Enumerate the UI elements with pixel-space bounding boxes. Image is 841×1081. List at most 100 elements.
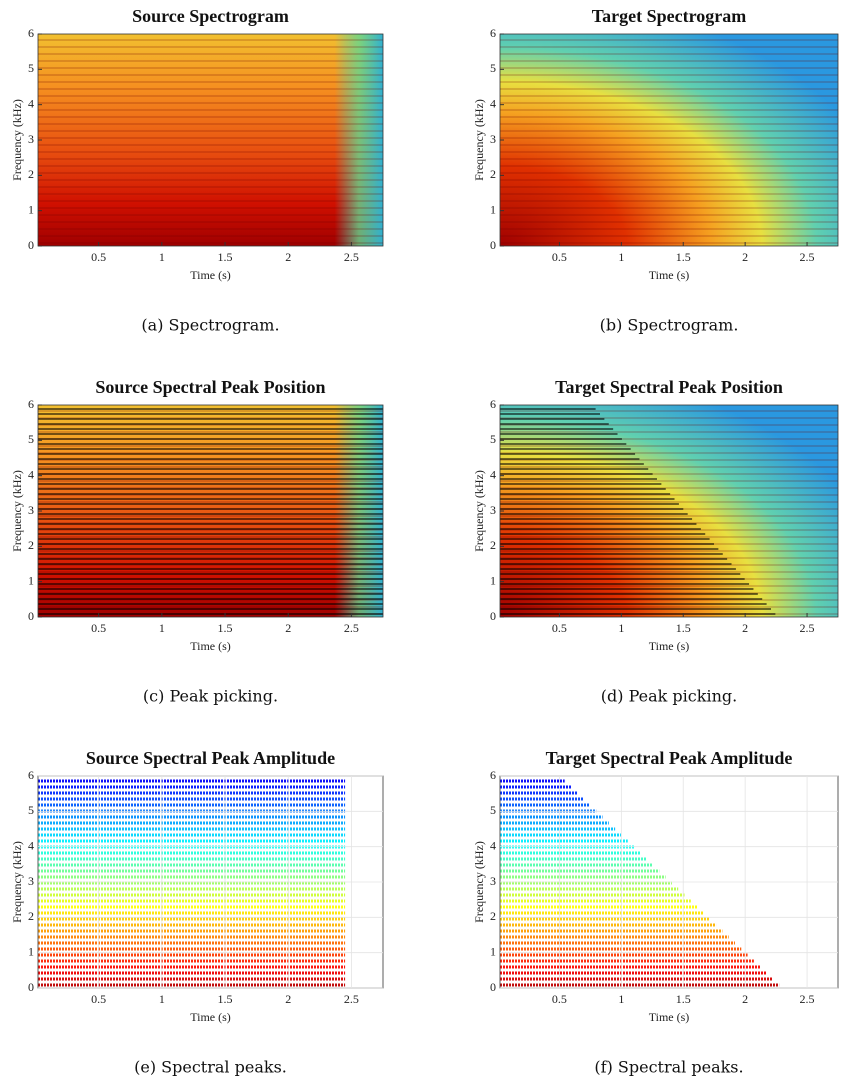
x-axis-label: Time (s) [649,1010,690,1024]
y-axis-label: Frequency (kHz) [10,99,24,181]
spectrogram-edge [334,405,383,617]
caption: (c) Peak picking. [143,687,278,706]
chart-title: Source Spectrogram [132,6,289,26]
y-tick-label: 4 [28,96,34,110]
panel: 0.5 1 1.5 2 2.5 0 1 2 3 4 5 6 Target Spectral Peak P… [472,377,839,706]
y-tick-label: 1 [28,202,34,216]
y-tick-label: 3 [490,503,496,517]
x-tick-label: 1.5 [676,250,691,264]
x-tick-label: 0.5 [91,992,106,1006]
x-tick-label: 1.5 [676,621,691,635]
y-tick-label: 1 [490,573,496,587]
y-tick-label: 2 [490,538,496,552]
y-tick-label: 6 [490,26,496,40]
x-tick-label: 2 [742,992,748,1006]
y-tick-label: 6 [28,397,34,411]
caption: (a) Spectrogram. [141,316,279,335]
x-tick-label: 1.5 [218,250,233,264]
y-tick-label: 4 [490,838,496,852]
x-tick-label: 2 [285,992,291,1006]
x-axis-label: Time (s) [649,268,690,282]
spectrogram-edge [334,34,383,246]
x-tick-label: 1 [618,621,624,635]
x-tick-label: 2 [285,621,291,635]
y-tick-label: 0 [490,238,496,252]
x-tick-label: 1 [618,992,624,1006]
y-tick-label: 5 [490,803,496,817]
y-tick-label: 5 [28,432,34,446]
y-tick-label: 6 [490,397,496,411]
y-tick-label: 5 [28,61,34,75]
y-tick-label: 2 [490,909,496,923]
y-tick-label: 0 [28,980,34,994]
y-tick-label: 1 [28,944,34,958]
x-tick-label: 0.5 [552,992,567,1006]
y-tick-label: 4 [28,838,34,852]
y-tick-label: 6 [28,768,34,782]
y-tick-label: 5 [28,803,34,817]
panel: 0.5 1 1.5 2 2.5 0 1 2 3 4 5 6 Source Spectral Peak A… [10,748,384,1077]
spectrogram-image [500,34,838,246]
y-tick-label: 3 [28,132,34,146]
y-tick-label: 4 [28,467,34,481]
spectrogram-image [38,405,383,617]
x-axis-label: Time (s) [190,639,231,653]
y-tick-label: 4 [490,96,496,110]
y-tick-label: 3 [28,874,34,888]
x-tick-label: 2 [285,250,291,264]
caption: (b) Spectrogram. [600,316,739,335]
y-tick-label: 2 [490,167,496,181]
y-tick-label: 3 [490,132,496,146]
spectrogram-image [500,405,838,617]
x-tick-label: 0.5 [91,621,106,635]
y-tick-label: 2 [28,538,34,552]
x-axis-label: Time (s) [190,268,231,282]
x-tick-label: 2 [742,621,748,635]
x-axis-label: Time (s) [190,1010,231,1024]
x-tick-label: 0.5 [91,250,106,264]
y-tick-label: 0 [490,980,496,994]
x-tick-label: 1 [159,250,165,264]
y-axis-label: Frequency (kHz) [472,841,486,923]
x-tick-label: 2.5 [800,250,815,264]
y-tick-label: 1 [28,573,34,587]
x-tick-label: 1.5 [218,992,233,1006]
x-tick-label: 2.5 [344,992,359,1006]
y-tick-label: 3 [490,874,496,888]
x-tick-label: 2.5 [344,621,359,635]
x-tick-label: 0.5 [552,250,567,264]
x-tick-label: 2.5 [344,250,359,264]
y-tick-label: 1 [490,202,496,216]
x-tick-label: 1 [159,621,165,635]
x-tick-label: 1 [618,250,624,264]
panel: 0.5 1 1.5 2 2.5 0 1 2 3 4 5 6 Target Spectral Peak A… [472,748,839,1077]
y-tick-label: 2 [28,167,34,181]
chart-title: Target Spectrogram [592,6,746,26]
y-tick-label: 6 [28,26,34,40]
y-tick-label: 3 [28,503,34,517]
spectrogram-image [38,34,383,246]
y-tick-label: 5 [490,61,496,75]
x-tick-label: 1 [159,992,165,1006]
x-tick-label: 1.5 [218,621,233,635]
x-tick-label: 1.5 [676,992,691,1006]
y-tick-label: 0 [490,609,496,623]
x-tick-label: 2.5 [800,992,815,1006]
y-axis-label: Frequency (kHz) [472,470,486,552]
chart-title: Target Spectral Peak Position [555,377,783,397]
panel: 0.5 1 1.5 2 2.5 0 1 2 3 4 5 6 Source Spectral Peak P… [10,377,384,706]
panel: 0.5 1 1.5 2 2.5 0 1 2 3 4 5 6 Target Spectrogram Time… [472,6,839,335]
y-axis-label: Frequency (kHz) [10,470,24,552]
x-tick-label: 2 [742,250,748,264]
x-tick-label: 2.5 [800,621,815,635]
y-tick-label: 4 [490,467,496,481]
y-axis-label: Frequency (kHz) [10,841,24,923]
y-tick-label: 6 [490,768,496,782]
caption: (e) Spectral peaks. [134,1058,287,1077]
y-tick-label: 1 [490,944,496,958]
x-axis-label: Time (s) [649,639,690,653]
caption: (d) Peak picking. [601,687,737,706]
panel: 0.5 1 1.5 2 2.5 0 1 2 3 4 5 6 Source Spectrogram Time… [10,6,384,335]
caption: (f) Spectral peaks. [594,1058,743,1077]
